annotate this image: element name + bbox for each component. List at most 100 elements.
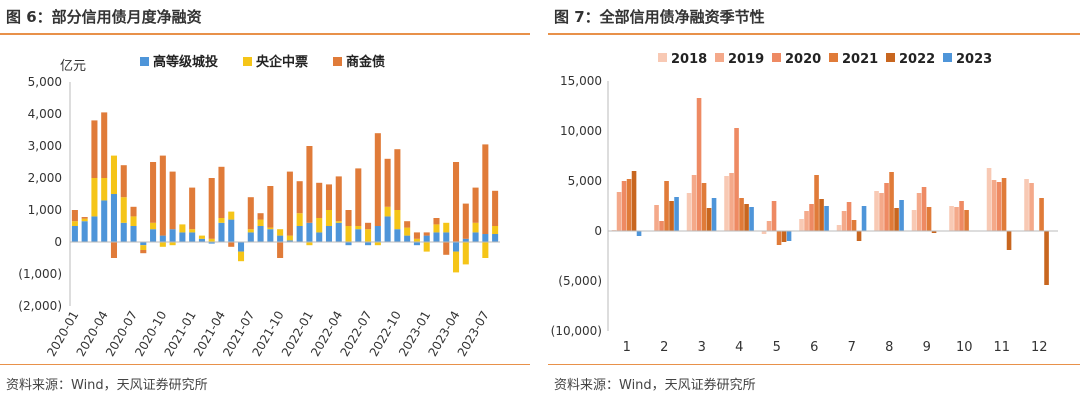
- bar: [809, 204, 814, 231]
- bar: [669, 201, 674, 231]
- bar-segment: [404, 235, 411, 242]
- legend-label: 高等级城投: [153, 54, 218, 70]
- bar-segment: [257, 226, 264, 242]
- bar-segment: [433, 218, 440, 225]
- legend-label: 央企中票: [256, 54, 308, 70]
- bar-segment: [443, 232, 450, 242]
- bar-segment: [257, 213, 264, 220]
- bar-segment: [433, 232, 440, 242]
- x-tick-label: 5: [773, 340, 781, 355]
- y-axis-unit: 亿元: [60, 59, 86, 74]
- y-tick-label: 1,000: [28, 203, 62, 217]
- bar: [711, 198, 717, 231]
- bar: [916, 193, 922, 231]
- bar-segment: [247, 232, 254, 242]
- bar-segment: [433, 224, 440, 233]
- figure-6-source: 资料来源：Wind，天风证券研究所: [6, 378, 208, 393]
- figure-6-title: 图 6：部分信用债月度净融资: [6, 8, 202, 26]
- bar-segment: [150, 162, 157, 223]
- bar: [874, 191, 879, 231]
- bar-segment: [247, 197, 254, 230]
- bar: [771, 201, 777, 231]
- bar-segment: [277, 242, 284, 258]
- bar-segment: [208, 242, 215, 244]
- x-tick-label: 11: [993, 340, 1010, 355]
- bar: [921, 187, 927, 231]
- bar: [674, 197, 679, 231]
- x-tick-label: 10: [956, 340, 973, 355]
- bar: [686, 193, 692, 231]
- bar-segment: [237, 242, 245, 252]
- x-tick-label: 7: [848, 340, 856, 355]
- bar-segment: [316, 232, 323, 242]
- bar-segment: [394, 229, 401, 242]
- bar-segment: [140, 245, 147, 250]
- bar: [739, 198, 744, 231]
- bar: [964, 210, 969, 231]
- bar-segment: [482, 144, 489, 234]
- bar-segment: [306, 242, 313, 246]
- y-tick-label: 15,000: [560, 74, 602, 88]
- bar-segment: [286, 240, 293, 242]
- bar-segment: [140, 242, 147, 246]
- legend-label: 2020: [785, 52, 821, 67]
- y-tick-label: (2,000): [18, 299, 62, 313]
- legend-swatch: [333, 57, 342, 66]
- legend-label: 2022: [899, 52, 935, 67]
- bar-segment: [325, 184, 333, 210]
- bar-segment: [404, 221, 411, 228]
- bar: [664, 181, 669, 231]
- bar-segment: [150, 222, 157, 230]
- bar-segment: [101, 178, 108, 201]
- y-tick-label: 3,000: [28, 139, 62, 153]
- bar-segment: [413, 238, 420, 242]
- bar: [856, 231, 862, 241]
- bar-segment: [120, 197, 127, 223]
- bar: [926, 207, 932, 231]
- bar-segment: [462, 242, 469, 265]
- legend-swatch: [886, 53, 895, 62]
- bar-segment: [81, 217, 88, 219]
- bar-segment: [179, 232, 186, 242]
- bar-segment: [443, 222, 450, 233]
- bar-segment: [404, 227, 411, 236]
- figure-7-source: 资料来源：Wind，天风证券研究所: [554, 378, 756, 393]
- y-tick-label: 4,000: [28, 107, 62, 121]
- figure-6-bottom-rule: [0, 364, 530, 365]
- legend-swatch: [715, 53, 724, 62]
- bar-segment: [472, 232, 479, 242]
- y-tick-label: 5,000: [28, 75, 62, 89]
- bar: [841, 211, 847, 231]
- bar-segment: [71, 221, 78, 226]
- bar-segment: [267, 227, 274, 230]
- bar-segment: [492, 234, 499, 242]
- bar-segment: [189, 229, 196, 233]
- bar-segment: [355, 226, 362, 230]
- bar-segment: [482, 234, 489, 242]
- legend-label: 2019: [728, 52, 764, 67]
- bar-segment: [169, 229, 176, 242]
- legend-label: 2023: [956, 52, 992, 67]
- bar: [706, 208, 712, 231]
- bar-segment: [277, 235, 284, 242]
- x-tick-label: 12: [1031, 340, 1048, 355]
- bar-segment: [413, 242, 420, 246]
- bar: [949, 206, 954, 231]
- bar: [861, 206, 867, 231]
- bar: [851, 220, 857, 231]
- bar-segment: [110, 194, 118, 242]
- y-tick-label: 2,000: [28, 171, 62, 185]
- bar-segment: [384, 158, 391, 207]
- bar: [986, 168, 992, 231]
- bar-segment: [365, 222, 372, 230]
- bar-segment: [169, 171, 176, 230]
- bar-segment: [101, 200, 108, 242]
- y-tick-label: 0: [594, 224, 602, 238]
- bar-segment: [394, 149, 401, 210]
- bar-segment: [140, 250, 147, 254]
- y-tick-label: 5,000: [568, 174, 602, 188]
- bar: [776, 231, 782, 245]
- bar-segment: [335, 176, 342, 222]
- bar-segment: [365, 229, 372, 242]
- bar: [729, 173, 734, 231]
